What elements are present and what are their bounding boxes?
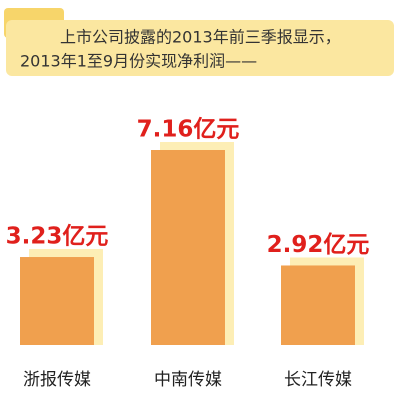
value-label: 3.23亿元 (6, 224, 109, 250)
bar (151, 150, 225, 345)
x-tick-label: 浙报传媒 (23, 370, 91, 390)
chart-subtitle: 2013年1至9月份实现净利润—— (20, 52, 257, 71)
value-label: 7.16亿元 (137, 117, 240, 143)
x-tick-label: 长江传媒 (284, 370, 352, 390)
x-tick-label: 中南传媒 (154, 370, 222, 390)
bar (281, 265, 355, 345)
bar (20, 257, 94, 345)
value-label: 2.92亿元 (267, 232, 370, 258)
chart-title: 上市公司披露的2013年前三季报显示， (60, 28, 341, 47)
banner (6, 20, 394, 76)
